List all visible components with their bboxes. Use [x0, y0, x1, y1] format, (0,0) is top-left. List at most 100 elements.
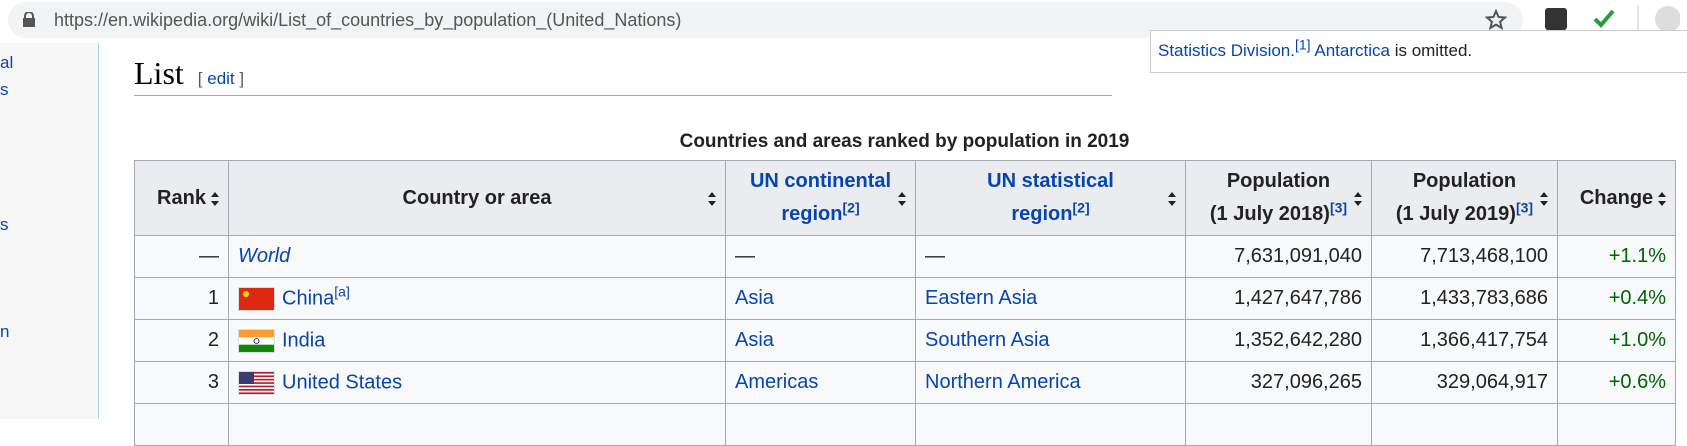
- header-text: UN statistical region[2]: [987, 170, 1114, 225]
- sort-icon[interactable]: [1539, 191, 1549, 207]
- region: —: [725, 235, 916, 278]
- column-header[interactable]: Country or area: [228, 160, 726, 236]
- note[interactable]: [1]: [1294, 36, 1311, 53]
- note[interactable]: [3]: [1515, 199, 1534, 216]
- sort-icon[interactable]: [1353, 191, 1363, 207]
- region: Asia: [725, 277, 916, 320]
- column-header[interactable]: Rank: [134, 160, 229, 236]
- heading-title: List: [134, 55, 184, 91]
- sort-icon[interactable]: [897, 191, 907, 207]
- population-2019: 1,366,417,754: [1371, 319, 1558, 362]
- column-header[interactable]: UN continental region[2]: [725, 160, 916, 236]
- subregion: Northern America: [915, 361, 1186, 404]
- country[interactable]: United States: [282, 370, 403, 393]
- empty-cell: [134, 403, 229, 446]
- population-2018: 7,631,091,040: [1185, 235, 1372, 278]
- column-header[interactable]: UN statistical region[2]: [915, 160, 1186, 236]
- header-text: Change: [1580, 187, 1653, 209]
- flag: [238, 370, 275, 395]
- sidebar-link[interactable]: s: [0, 80, 9, 99]
- country[interactable]: World: [238, 245, 291, 267]
- region: Asia: [725, 319, 916, 362]
- rank: 2: [134, 319, 229, 362]
- flag: [238, 328, 275, 353]
- url[interactable]: https://en.wikipedia.org/wiki/List_of_co…: [54, 10, 682, 30]
- change: +1.0%: [1557, 319, 1676, 362]
- note[interactable]: [2]: [1072, 199, 1090, 216]
- region-text: —: [735, 245, 755, 267]
- extension-icons[interactable]: [1540, 5, 1680, 35]
- region-text[interactable]: Asia: [735, 329, 774, 351]
- header-line: (1 July 2018): [1209, 203, 1330, 225]
- sort-icon[interactable]: [707, 191, 717, 207]
- bracket: ]: [239, 69, 245, 88]
- table-row: 1 China[a] Asia Eastern Asia 1,427,647,786 1,…: [134, 277, 1676, 320]
- header-text: Population (1 July 2018)[3]: [1210, 170, 1347, 225]
- header-text: Population (1 July 2019)[3]: [1396, 170, 1533, 225]
- population-2019: 1,433,783,686: [1371, 277, 1558, 320]
- country[interactable]: India: [282, 328, 326, 351]
- country-cell: China[a]: [228, 277, 726, 320]
- notice-text[interactable]: Statistics Division.: [1158, 41, 1295, 60]
- population-2018: 1,352,642,280: [1185, 319, 1372, 362]
- empty-cell: [725, 403, 916, 446]
- sidebar-link[interactable]: al: [0, 53, 14, 72]
- sort-icon[interactable]: [1657, 191, 1667, 207]
- section-heading: List [ edit ]: [134, 55, 1112, 96]
- change: +1.1%: [1557, 235, 1676, 278]
- header-line: (1 July 2019): [1395, 203, 1516, 225]
- star-icon[interactable]: [1485, 9, 1507, 31]
- population-2018: 327,096,265: [1185, 361, 1372, 404]
- edit-link[interactable]: edit: [207, 69, 235, 88]
- subregion-text[interactable]: Northern America: [925, 371, 1081, 393]
- header-line: region: [781, 203, 843, 225]
- region-text[interactable]: Americas: [735, 371, 819, 393]
- country-cell: World: [228, 235, 726, 278]
- notice-link[interactable]: Antarctica: [1314, 41, 1390, 60]
- sidebar-link[interactable]: s: [0, 215, 9, 234]
- subregion-text: —: [925, 245, 945, 267]
- header-text: UN continental region[2]: [750, 170, 891, 225]
- note[interactable]: [a]: [334, 283, 350, 300]
- header-line: region: [1011, 203, 1073, 225]
- empty-cell: [1185, 403, 1372, 446]
- column-header[interactable]: Population (1 July 2018)[3]: [1185, 160, 1372, 236]
- rank: 3: [134, 361, 229, 404]
- notice-box: Statistics Division.[1] Antarctica is om…: [1150, 30, 1687, 73]
- rank: 1: [134, 277, 229, 320]
- header-line: Rank: [157, 186, 206, 209]
- empty-cell: [228, 403, 726, 446]
- bracket: [: [197, 69, 203, 88]
- subregion: Southern Asia: [915, 319, 1186, 362]
- change: +0.4%: [1557, 277, 1676, 320]
- table-row: 2 India Asia Southern Asia 1,352,642,280 1,36…: [134, 319, 1676, 362]
- header-line: Population: [1412, 170, 1517, 192]
- sidebar: al s s n: [0, 43, 99, 419]
- population-2019: 329,064,917: [1371, 361, 1558, 404]
- country[interactable]: China: [282, 286, 335, 309]
- header-line: Change: [1579, 186, 1654, 209]
- flag: [238, 286, 275, 311]
- sort-icon[interactable]: [210, 191, 220, 207]
- browser-bar: https://en.wikipedia.org/wiki/List_of_co…: [0, 0, 1687, 43]
- note[interactable]: [3]: [1329, 199, 1348, 216]
- subregion-text[interactable]: Southern Asia: [925, 329, 1050, 351]
- country-cell: India: [228, 319, 726, 362]
- population-2019: 7,713,468,100: [1371, 235, 1558, 278]
- sort-icon[interactable]: [1167, 191, 1177, 207]
- note[interactable]: [2]: [842, 199, 860, 216]
- header-text: Rank: [157, 187, 206, 209]
- column-header[interactable]: Change: [1557, 160, 1676, 236]
- column-header[interactable]: Population (1 July 2019)[3]: [1371, 160, 1558, 236]
- change: +0.6%: [1557, 361, 1676, 404]
- subregion-text[interactable]: Eastern Asia: [925, 287, 1038, 309]
- population-2018: 1,427,647,786: [1185, 277, 1372, 320]
- header-line: Population: [1226, 170, 1331, 192]
- notice-rest: is omitted.: [1394, 41, 1473, 60]
- table-caption: Countries and areas ranked by population…: [679, 131, 1130, 152]
- country-cell: United States: [228, 361, 726, 404]
- table-row-partial: [134, 403, 1676, 446]
- region-text[interactable]: Asia: [735, 287, 774, 309]
- sidebar-link[interactable]: n: [0, 322, 10, 341]
